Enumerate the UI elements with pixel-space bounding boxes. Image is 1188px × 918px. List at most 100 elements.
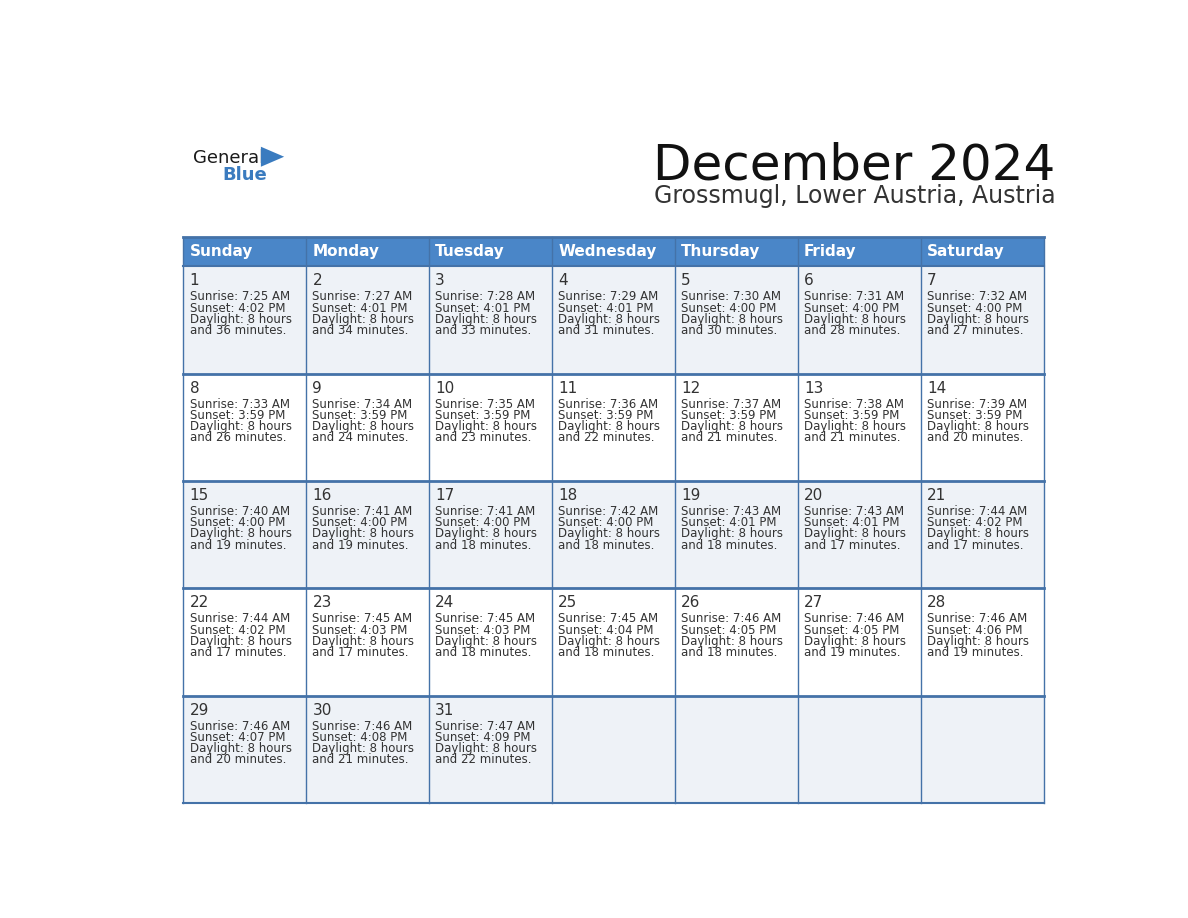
Text: Sunrise: 7:45 AM: Sunrise: 7:45 AM	[435, 612, 536, 625]
Text: Daylight: 8 hours: Daylight: 8 hours	[190, 634, 291, 648]
Text: and 18 minutes.: and 18 minutes.	[558, 539, 655, 552]
Text: 3: 3	[435, 274, 446, 288]
Text: Sunrise: 7:25 AM: Sunrise: 7:25 AM	[190, 290, 290, 303]
Bar	[552, 266, 675, 374]
Text: 20: 20	[804, 488, 823, 503]
Bar	[921, 481, 1043, 588]
Text: Sunset: 4:01 PM: Sunset: 4:01 PM	[804, 516, 899, 529]
Text: Daylight: 8 hours: Daylight: 8 hours	[804, 634, 906, 648]
Text: Sunrise: 7:38 AM: Sunrise: 7:38 AM	[804, 397, 904, 410]
Bar	[921, 696, 1043, 803]
Text: Sunset: 4:08 PM: Sunset: 4:08 PM	[312, 731, 407, 744]
Text: Daylight: 8 hours: Daylight: 8 hours	[435, 742, 537, 755]
Text: Sunset: 4:00 PM: Sunset: 4:00 PM	[558, 516, 653, 529]
Text: Daylight: 8 hours: Daylight: 8 hours	[190, 420, 291, 433]
Text: Sunrise: 7:46 AM: Sunrise: 7:46 AM	[312, 720, 412, 733]
Text: 7: 7	[927, 274, 936, 288]
Text: 19: 19	[681, 488, 701, 503]
Text: and 18 minutes.: and 18 minutes.	[435, 646, 532, 659]
Text: Grossmugl, Lower Austria, Austria: Grossmugl, Lower Austria, Austria	[653, 185, 1055, 208]
Bar	[798, 237, 921, 266]
Text: 31: 31	[435, 703, 455, 718]
Text: Sunset: 4:00 PM: Sunset: 4:00 PM	[435, 516, 531, 529]
Text: Sunset: 4:00 PM: Sunset: 4:00 PM	[927, 301, 1022, 315]
Text: 11: 11	[558, 381, 577, 396]
Text: Sunday: Sunday	[190, 244, 253, 260]
Text: Sunrise: 7:40 AM: Sunrise: 7:40 AM	[190, 505, 290, 518]
Text: 29: 29	[190, 703, 209, 718]
Text: Sunset: 4:05 PM: Sunset: 4:05 PM	[681, 623, 777, 636]
Text: 4: 4	[558, 274, 568, 288]
Bar	[798, 266, 921, 374]
Text: 26: 26	[681, 596, 701, 610]
Text: Saturday: Saturday	[927, 244, 1005, 260]
Text: Sunset: 4:07 PM: Sunset: 4:07 PM	[190, 731, 285, 744]
Text: Sunrise: 7:44 AM: Sunrise: 7:44 AM	[190, 612, 290, 625]
Text: Tuesday: Tuesday	[435, 244, 505, 260]
Text: Daylight: 8 hours: Daylight: 8 hours	[312, 313, 415, 326]
Text: and 19 minutes.: and 19 minutes.	[312, 539, 409, 552]
Text: 27: 27	[804, 596, 823, 610]
Text: Sunrise: 7:47 AM: Sunrise: 7:47 AM	[435, 720, 536, 733]
Text: Sunrise: 7:27 AM: Sunrise: 7:27 AM	[312, 290, 412, 303]
Text: and 23 minutes.: and 23 minutes.	[435, 431, 532, 444]
Bar	[307, 374, 429, 481]
Text: and 21 minutes.: and 21 minutes.	[312, 753, 409, 767]
Text: Sunrise: 7:33 AM: Sunrise: 7:33 AM	[190, 397, 290, 410]
Text: General: General	[192, 149, 264, 167]
Text: Sunset: 4:02 PM: Sunset: 4:02 PM	[190, 623, 285, 636]
Text: and 21 minutes.: and 21 minutes.	[681, 431, 778, 444]
Text: Sunset: 3:59 PM: Sunset: 3:59 PM	[435, 409, 531, 422]
Text: Sunset: 3:59 PM: Sunset: 3:59 PM	[804, 409, 899, 422]
Text: and 20 minutes.: and 20 minutes.	[927, 431, 1023, 444]
Bar	[307, 588, 429, 696]
Text: Daylight: 8 hours: Daylight: 8 hours	[681, 634, 783, 648]
Text: Daylight: 8 hours: Daylight: 8 hours	[558, 527, 661, 541]
Text: 13: 13	[804, 381, 823, 396]
Text: 12: 12	[681, 381, 701, 396]
Text: Sunset: 4:03 PM: Sunset: 4:03 PM	[312, 623, 407, 636]
Text: December 2024: December 2024	[653, 142, 1055, 190]
Text: Daylight: 8 hours: Daylight: 8 hours	[558, 634, 661, 648]
Bar	[675, 481, 798, 588]
Text: Daylight: 8 hours: Daylight: 8 hours	[435, 527, 537, 541]
Text: Friday: Friday	[804, 244, 857, 260]
Text: Daylight: 8 hours: Daylight: 8 hours	[681, 527, 783, 541]
Text: and 22 minutes.: and 22 minutes.	[558, 431, 655, 444]
Text: Sunrise: 7:29 AM: Sunrise: 7:29 AM	[558, 290, 658, 303]
Text: Sunrise: 7:45 AM: Sunrise: 7:45 AM	[558, 612, 658, 625]
Text: Sunset: 3:59 PM: Sunset: 3:59 PM	[190, 409, 285, 422]
Text: 23: 23	[312, 596, 331, 610]
Text: 14: 14	[927, 381, 946, 396]
Text: 6: 6	[804, 274, 814, 288]
Bar	[675, 374, 798, 481]
Text: Sunset: 3:59 PM: Sunset: 3:59 PM	[558, 409, 653, 422]
Text: 16: 16	[312, 488, 331, 503]
Text: Daylight: 8 hours: Daylight: 8 hours	[190, 527, 291, 541]
Text: 8: 8	[190, 381, 200, 396]
Text: Sunset: 4:05 PM: Sunset: 4:05 PM	[804, 623, 899, 636]
Text: 21: 21	[927, 488, 946, 503]
Bar	[675, 696, 798, 803]
Text: Sunset: 4:02 PM: Sunset: 4:02 PM	[927, 516, 1023, 529]
Text: 24: 24	[435, 596, 455, 610]
Text: Daylight: 8 hours: Daylight: 8 hours	[312, 742, 415, 755]
Bar	[552, 237, 675, 266]
Bar	[429, 588, 552, 696]
Text: Sunset: 4:04 PM: Sunset: 4:04 PM	[558, 623, 653, 636]
Text: Sunrise: 7:45 AM: Sunrise: 7:45 AM	[312, 612, 412, 625]
Text: Sunset: 4:00 PM: Sunset: 4:00 PM	[804, 301, 899, 315]
Bar	[183, 481, 307, 588]
Text: and 30 minutes.: and 30 minutes.	[681, 324, 777, 337]
Text: Blue: Blue	[222, 166, 267, 184]
Text: Sunset: 4:00 PM: Sunset: 4:00 PM	[681, 301, 777, 315]
Text: Sunrise: 7:36 AM: Sunrise: 7:36 AM	[558, 397, 658, 410]
Text: Sunset: 4:00 PM: Sunset: 4:00 PM	[190, 516, 285, 529]
Text: 5: 5	[681, 274, 690, 288]
Text: Daylight: 8 hours: Daylight: 8 hours	[435, 634, 537, 648]
Polygon shape	[261, 147, 284, 167]
Text: Sunset: 4:02 PM: Sunset: 4:02 PM	[190, 301, 285, 315]
Bar	[552, 588, 675, 696]
Text: Sunset: 3:59 PM: Sunset: 3:59 PM	[927, 409, 1022, 422]
Text: Daylight: 8 hours: Daylight: 8 hours	[190, 742, 291, 755]
